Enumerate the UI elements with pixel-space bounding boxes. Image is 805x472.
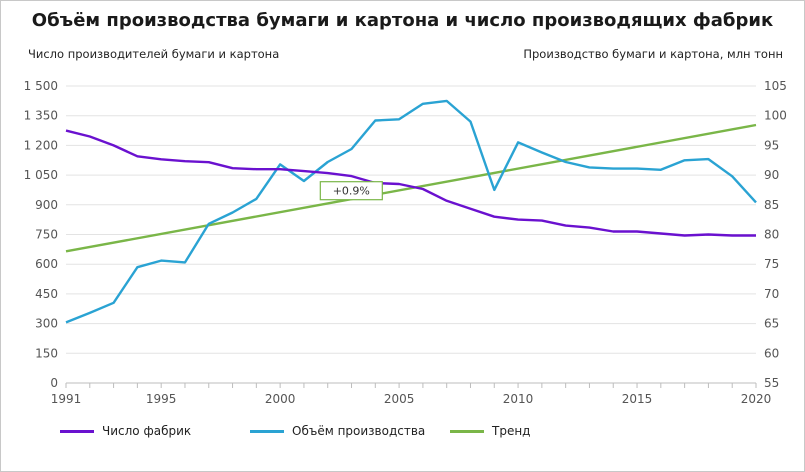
legend-item-trend: Тренд: [450, 424, 530, 438]
y-left-tick-label: 450: [35, 287, 58, 301]
legend-label-production: Объём производства: [292, 424, 426, 438]
y-left-tick-label: 900: [35, 198, 58, 212]
y-right-tick-label: 75: [764, 257, 779, 271]
x-tick-label: 2000: [265, 392, 296, 406]
x-tick-label: 2010: [503, 392, 534, 406]
x-tick-label: 1991: [51, 392, 82, 406]
y-left-tick-label: 1 500: [24, 79, 58, 93]
y-right-tick-label: 65: [764, 317, 779, 331]
legend-item-factories: Число фабрик: [60, 424, 191, 438]
legend-label-trend: Тренд: [492, 424, 531, 438]
legend-swatch-production: [250, 429, 284, 433]
y-right-tick-label: 95: [764, 138, 779, 152]
y-right-tick-label: 70: [764, 287, 779, 301]
y-right-tick-label: 60: [764, 346, 779, 360]
y-axis-left-label: Число производителей бумаги и картона: [28, 47, 280, 61]
x-tick-label: 2005: [384, 392, 415, 406]
legend-swatch-factories: [60, 429, 94, 433]
y-left-tick-label: 1 350: [24, 109, 58, 123]
series-line-2: [65, 123, 757, 253]
y-left-tick-label: 0: [50, 376, 58, 390]
y-axis-right-label: Производство бумаги и картона, млн тонн: [523, 47, 783, 61]
y-left-tick-label: 1 200: [24, 138, 58, 152]
x-tick-label: 2020: [741, 392, 772, 406]
y-right-tick-label: 85: [764, 198, 779, 212]
x-tick-label: 2015: [622, 392, 653, 406]
series-line-1: [65, 99, 757, 324]
y-right-tick-label: 80: [764, 228, 779, 242]
chart-title: Объём производства бумаги и картона и чи…: [31, 10, 774, 31]
y-left-tick-label: 750: [35, 228, 58, 242]
y-left-tick-label: 1 050: [24, 168, 58, 182]
trend-annotation-box: [319, 181, 383, 201]
y-left-tick-label: 150: [35, 346, 58, 360]
legend: Число фабрик Объём производства Тренд: [0, 424, 805, 444]
legend-label-factories: Число фабрик: [102, 424, 192, 438]
y-right-tick-label: 55: [764, 376, 779, 390]
y-right-tick-label: 100: [764, 109, 787, 123]
y-left-tick-label: 300: [35, 317, 58, 331]
trend-annotation-label: +0.9%: [333, 185, 370, 198]
legend-item-production: Объём производства: [250, 424, 425, 438]
series-line-0: [65, 129, 756, 237]
y-left-tick-label: 600: [35, 257, 58, 271]
x-tick-label: 1995: [146, 392, 177, 406]
y-right-tick-label: 90: [764, 168, 779, 182]
legend-swatch-trend: [450, 429, 484, 433]
y-right-tick-label: 105: [764, 79, 787, 93]
